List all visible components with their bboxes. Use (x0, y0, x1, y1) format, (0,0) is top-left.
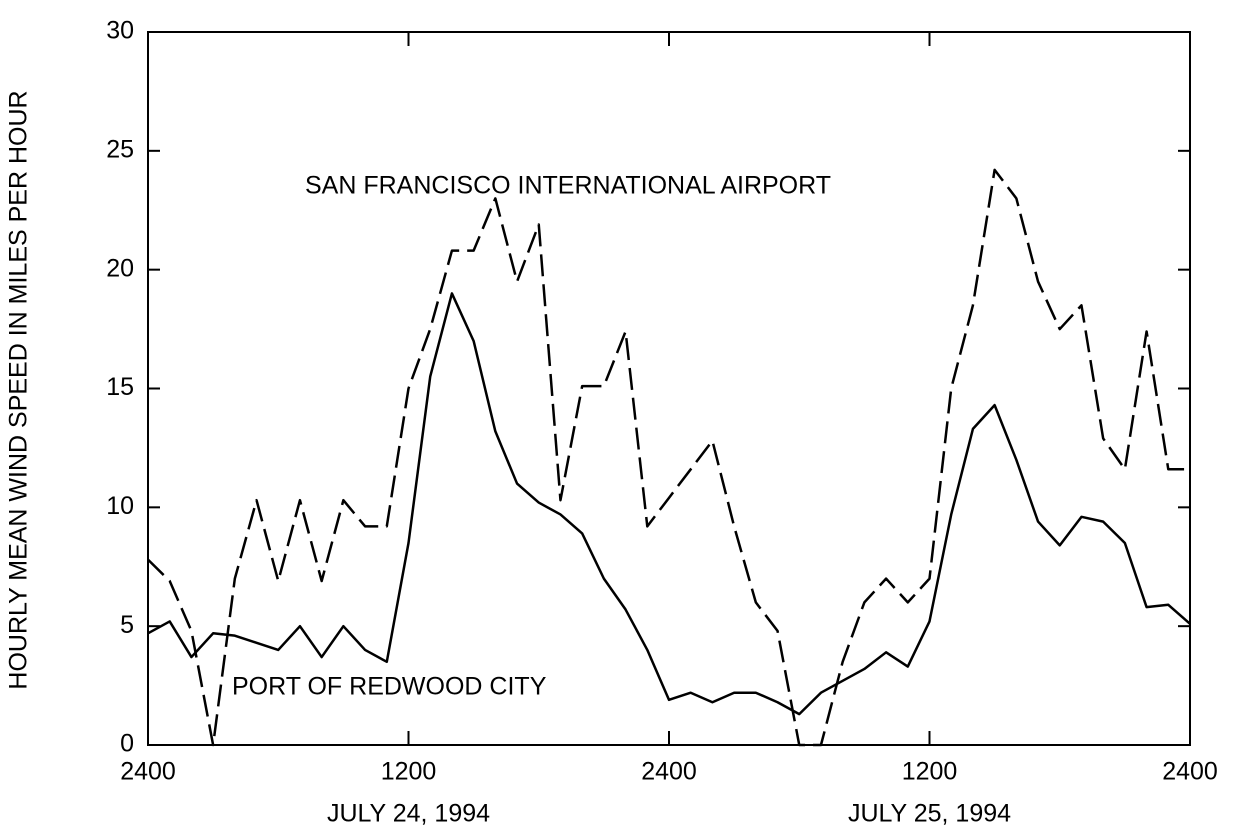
series-label: SAN FRANCISCO INTERNATIONAL AIRPORT (305, 172, 831, 200)
x-tick-label: 2400 (120, 758, 176, 786)
x-tick-label: 1200 (381, 758, 437, 786)
x-tick-label: 1200 (902, 758, 958, 786)
y-tick-label: 0 (120, 730, 134, 758)
date-label: JULY 25, 1994 (848, 800, 1011, 828)
y-tick-label: 20 (106, 254, 134, 282)
y-axis-label: HOURLY MEAN WIND SPEED IN MILES PER HOUR (5, 90, 33, 689)
plot-frame (147, 31, 1191, 746)
x-tick-label: 2400 (641, 758, 697, 786)
y-tick-label: 5 (120, 611, 134, 639)
series-label: PORT OF REDWOOD CITY (232, 673, 547, 701)
y-tick-label: 10 (106, 492, 134, 520)
series-line (147, 168, 1190, 747)
x-tick-label: 2400 (1162, 758, 1218, 786)
date-label: JULY 24, 1994 (327, 800, 490, 828)
y-tick-label: 15 (106, 373, 134, 401)
y-tick-label: 25 (106, 135, 134, 163)
series-line (147, 292, 1191, 716)
y-tick-label: 30 (106, 17, 134, 45)
